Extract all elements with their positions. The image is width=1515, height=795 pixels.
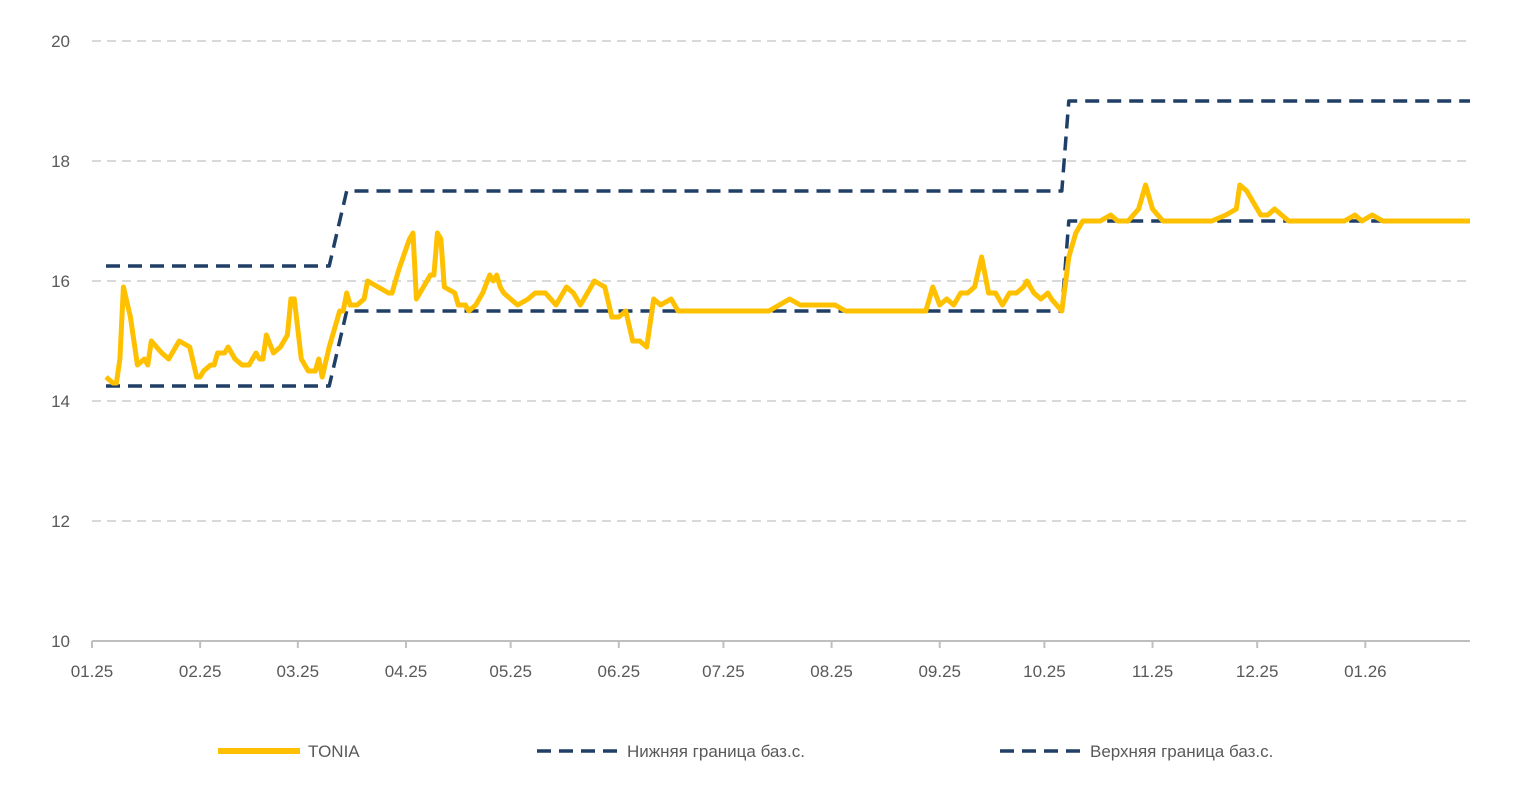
- legend-label: Верхняя граница баз.с.: [1090, 742, 1273, 761]
- x-tick-label: 10.25: [1023, 662, 1066, 681]
- legend-label: TONIA: [308, 742, 360, 761]
- x-tick-label: 09.25: [918, 662, 961, 681]
- y-tick-label: 12: [51, 512, 70, 531]
- x-tick-label: 07.25: [702, 662, 745, 681]
- y-tick-label: 18: [51, 152, 70, 171]
- x-tick-label: 03.25: [277, 662, 320, 681]
- x-tick-label: 02.25: [179, 662, 222, 681]
- x-tick-label: 11.25: [1132, 662, 1173, 681]
- y-axis-ticks: 10 12 14 16 18 20: [51, 32, 70, 651]
- upper-bound-line: [106, 99, 1470, 268]
- x-tick-label: 04.25: [385, 662, 428, 681]
- legend-item-upper-bound: Верхняя граница баз.с.: [1000, 742, 1273, 761]
- y-tick-label: 20: [51, 32, 70, 51]
- legend-label: Нижняя граница баз.с.: [627, 742, 805, 761]
- legend-item-tonia: TONIA: [218, 742, 360, 761]
- x-tick-label: 01.26: [1344, 662, 1387, 681]
- legend-item-lower-bound: Нижняя граница баз.с.: [537, 742, 805, 761]
- x-tick-label: 12.25: [1236, 662, 1279, 681]
- x-tick-label: 01.25: [71, 662, 114, 681]
- series-lines: [104, 99, 1470, 388]
- lower-bound-line: [106, 219, 1470, 388]
- gridlines: [92, 40, 1470, 522]
- y-tick-label: 10: [51, 632, 70, 651]
- y-tick-label: 16: [51, 272, 70, 291]
- legend: TONIA Нижняя граница баз.с. Верхняя границ…: [218, 742, 1273, 761]
- tonia-line: [104, 182, 1470, 386]
- x-tick-label: 08.25: [810, 662, 853, 681]
- x-tick-label: 06.25: [598, 662, 641, 681]
- x-axis-ticks: 01.25 02.25 03.25 04.25 05.25 06.25 07.25 08.25…: [71, 641, 1387, 681]
- x-tick-label: 05.25: [489, 662, 532, 681]
- y-tick-label: 14: [51, 392, 70, 411]
